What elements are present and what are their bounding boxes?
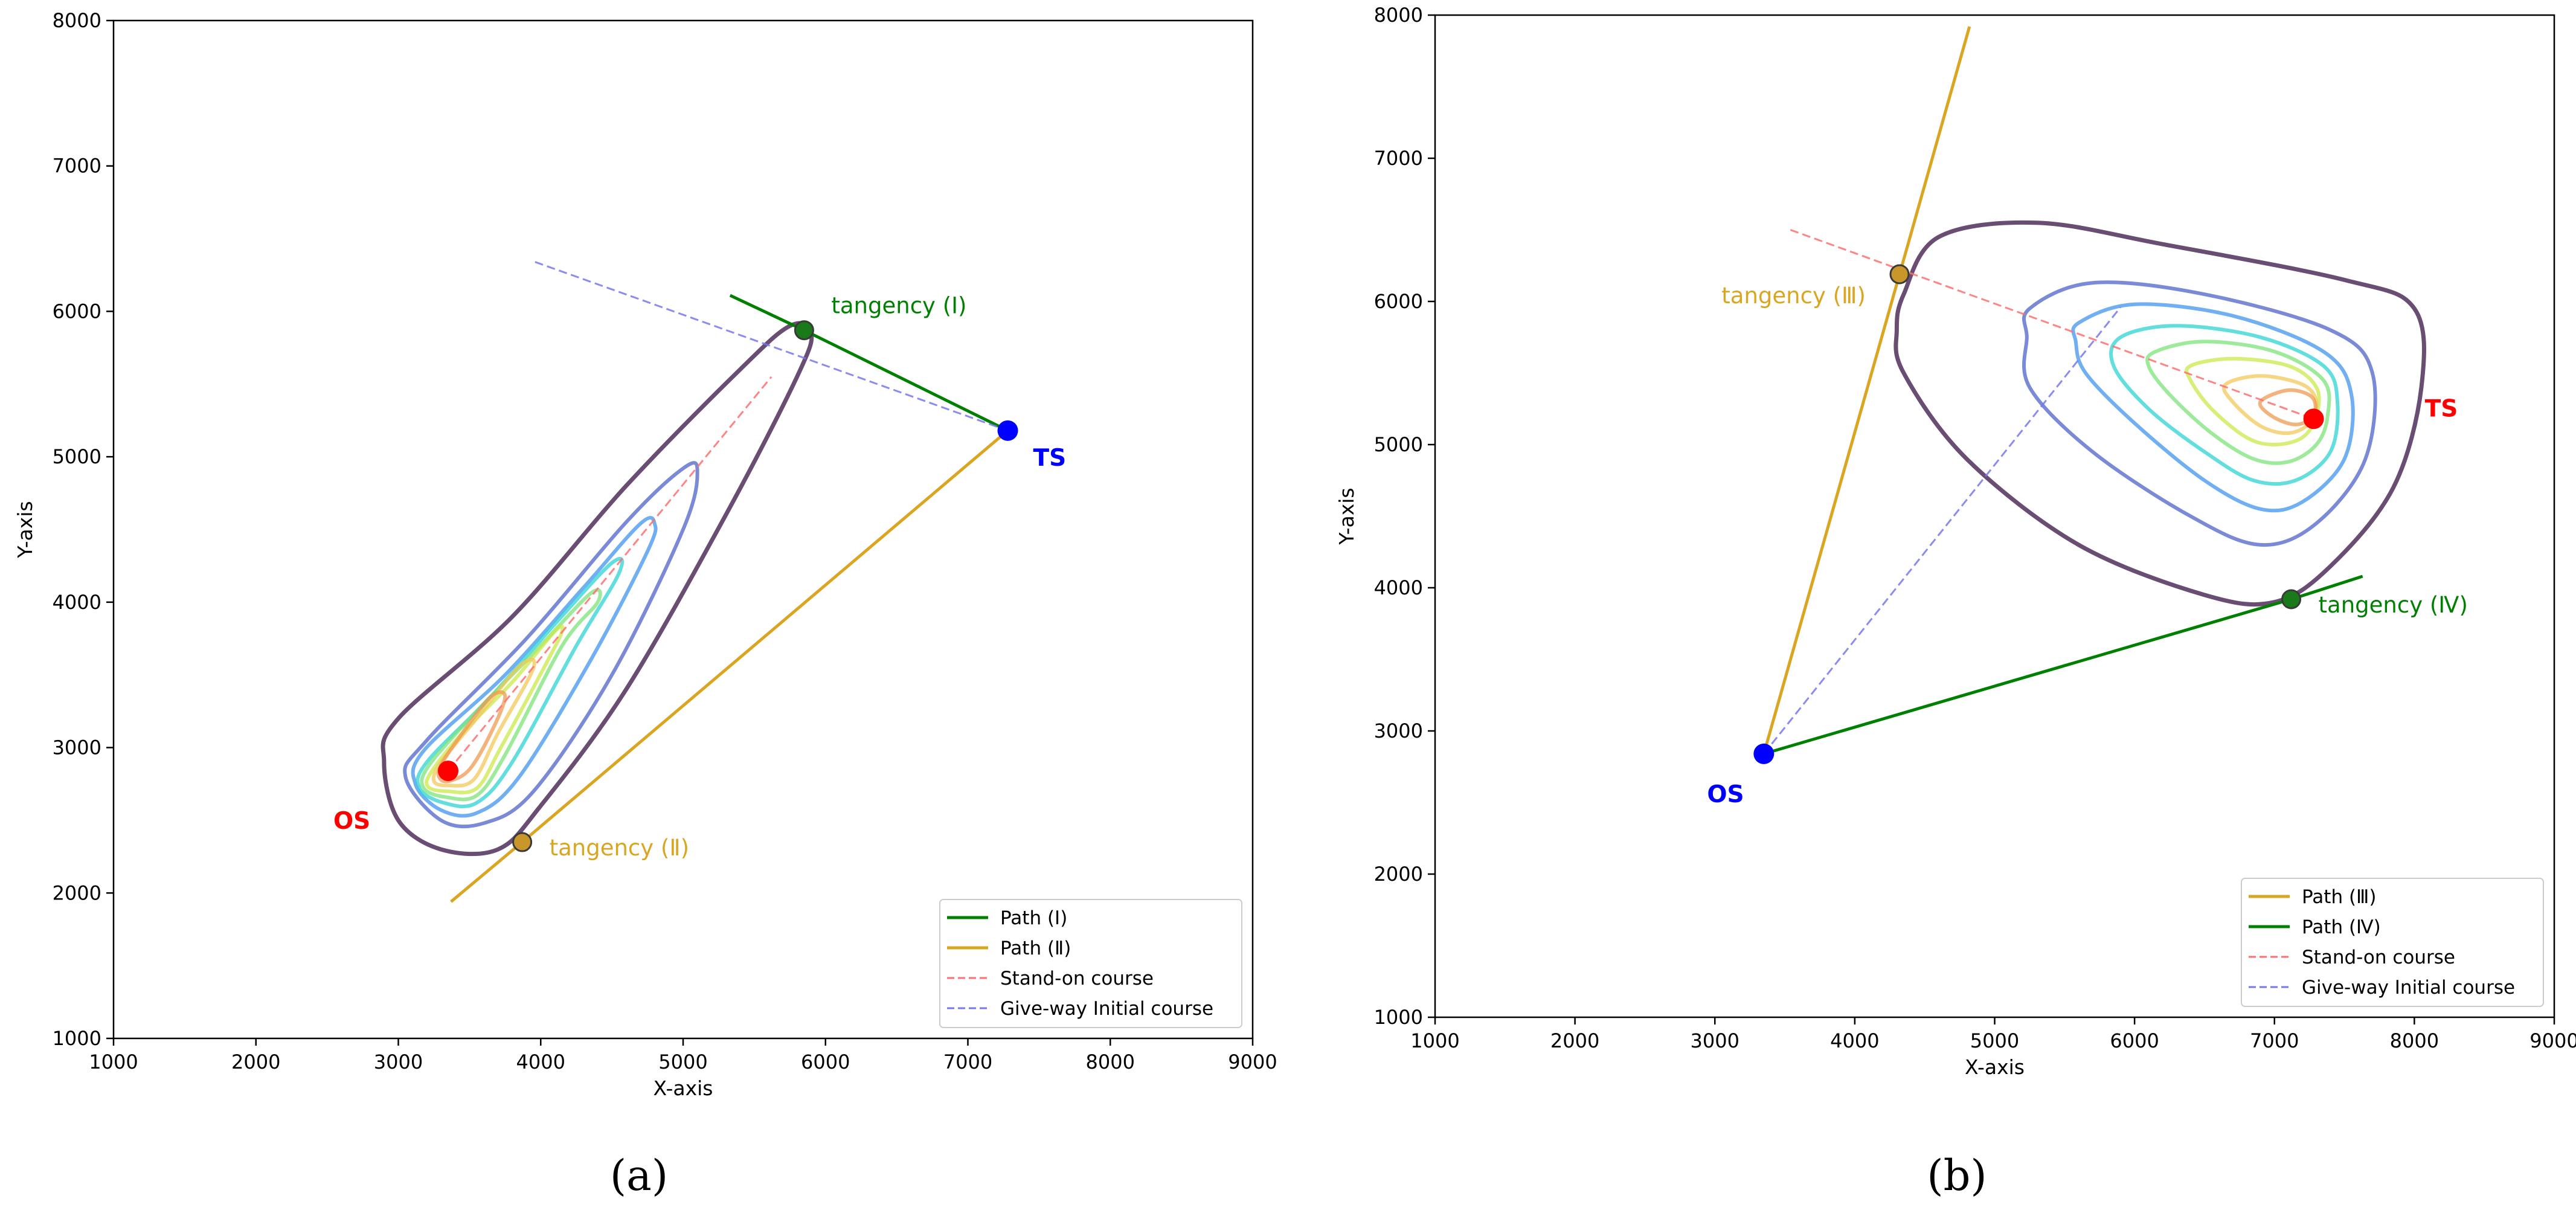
os-label: OS bbox=[1707, 781, 1744, 808]
chart-panel-b: tangency (Ⅲ) tangency (Ⅳ) OS TS 1000 2000 3000… bbox=[1335, 4, 2576, 1200]
y-tick-label: 8000 bbox=[53, 9, 101, 32]
y-tick-label: 2000 bbox=[1374, 863, 1423, 886]
x-tick-label: 9000 bbox=[1228, 1050, 1277, 1073]
x-axis-label: X-axis bbox=[1965, 1055, 2025, 1079]
x-tick-label: 2000 bbox=[231, 1050, 280, 1073]
chart-panel-a: tangency (Ⅰ) tangency (Ⅱ) OS TS 1000 2000 3000… bbox=[13, 9, 1277, 1200]
contour-line bbox=[2109, 324, 2340, 486]
y-tick-label: 3000 bbox=[1374, 719, 1423, 742]
subfigure-label: (b) bbox=[1927, 1151, 1987, 1200]
x-tick-label: 2000 bbox=[1550, 1029, 1599, 1052]
series-line-3 bbox=[1763, 306, 2122, 754]
contour-line bbox=[403, 461, 699, 829]
contour-line bbox=[411, 516, 658, 818]
os-marker bbox=[438, 761, 459, 782]
y-tick-label: 2000 bbox=[53, 881, 101, 904]
contour-line bbox=[425, 624, 565, 795]
legend-entry-1: Path (Ⅳ) bbox=[2302, 916, 2381, 938]
contour-line bbox=[436, 690, 507, 783]
os-label: OS bbox=[333, 808, 370, 835]
contour-line bbox=[2185, 356, 2321, 447]
y-tick-label: 6000 bbox=[53, 300, 101, 323]
y-tick-label: 7000 bbox=[53, 155, 101, 178]
y-axis-label: Y-axis bbox=[13, 501, 37, 558]
x-tick-label: 3000 bbox=[374, 1050, 423, 1073]
tangency-point-1 bbox=[1889, 264, 1910, 285]
y-tick-label: 7000 bbox=[1374, 147, 1423, 170]
x-axis-label: X-axis bbox=[654, 1076, 713, 1100]
y-tick-label: 1000 bbox=[1374, 1006, 1423, 1029]
legend-entry-0: Path (Ⅰ) bbox=[1000, 907, 1067, 929]
x-tick-label: 5000 bbox=[658, 1050, 707, 1073]
y-tick-label: 4000 bbox=[53, 591, 101, 614]
tangency-label-2: tangency (Ⅱ) bbox=[550, 835, 689, 861]
tangency-point-2 bbox=[512, 832, 533, 852]
series-line-2 bbox=[447, 376, 772, 772]
os-marker bbox=[1753, 743, 1775, 764]
contour-line bbox=[416, 556, 625, 809]
contour-line bbox=[420, 588, 602, 802]
legend-entry-2: Stand-on course bbox=[1000, 968, 1154, 989]
y-axis-label: Y-axis bbox=[1335, 487, 1358, 545]
legend-entry-1: Path (Ⅱ) bbox=[1000, 938, 1071, 959]
contour-line bbox=[2145, 339, 2331, 465]
series-line-3 bbox=[535, 261, 1009, 432]
x-tick-label: 5000 bbox=[1970, 1029, 2019, 1052]
legend: Path (Ⅲ) Path (Ⅳ) Stand-on course Give-way … bbox=[2241, 878, 2544, 1007]
x-tick-label: 4000 bbox=[516, 1050, 565, 1073]
legend-entry-0: Path (Ⅲ) bbox=[2302, 886, 2377, 908]
legend-box bbox=[2241, 878, 2544, 1007]
subfigure-label: (a) bbox=[610, 1151, 668, 1200]
legend-entry-3: Give-way Initial course bbox=[1000, 998, 1213, 1020]
x-tick-label: 1000 bbox=[1410, 1029, 1459, 1052]
legend-entry-2: Stand-on course bbox=[2302, 947, 2455, 968]
plot-area bbox=[1762, 26, 2427, 756]
ts-label: TS bbox=[1033, 445, 1067, 472]
y-tick-label: 4000 bbox=[1374, 576, 1423, 599]
y-tick-label: 3000 bbox=[53, 736, 101, 759]
ts-label: TS bbox=[2425, 395, 2458, 422]
contour-line bbox=[2022, 280, 2377, 547]
y-tick-label: 6000 bbox=[1374, 290, 1423, 313]
x-tick-label: 4000 bbox=[1830, 1029, 1879, 1052]
series-line-2 bbox=[1790, 229, 2314, 420]
x-tick-label: 6000 bbox=[2110, 1029, 2159, 1052]
x-tick-label: 9000 bbox=[2529, 1029, 2576, 1052]
legend-entry-3: Give-way Initial course bbox=[2302, 977, 2515, 999]
x-tick-label: 8000 bbox=[1086, 1050, 1135, 1073]
ts-marker bbox=[997, 420, 1018, 441]
y-tick-label: 8000 bbox=[1374, 4, 1423, 27]
tangency-label-2: tangency (Ⅳ) bbox=[2319, 592, 2468, 618]
y-tick-label: 1000 bbox=[53, 1027, 101, 1050]
ts-marker bbox=[2303, 408, 2324, 429]
x-tick-label: 7000 bbox=[2250, 1029, 2299, 1052]
y-tick-label: 5000 bbox=[1374, 433, 1423, 456]
axes-frame bbox=[1434, 14, 2555, 1018]
contour-line bbox=[381, 321, 814, 857]
tangency-point-2 bbox=[2281, 589, 2302, 610]
legend: Path (Ⅰ) Path (Ⅱ) Stand-on course Give-way … bbox=[939, 899, 1242, 1028]
contour-line bbox=[2071, 302, 2355, 513]
legend-box bbox=[939, 899, 1242, 1028]
y-tick-label: 5000 bbox=[53, 445, 101, 468]
contour-line bbox=[431, 657, 536, 788]
x-tick-label: 1000 bbox=[89, 1050, 138, 1073]
contour-line bbox=[1893, 220, 2427, 607]
x-tick-label: 6000 bbox=[801, 1050, 850, 1073]
series-line-0 bbox=[1762, 26, 1971, 754]
x-tick-label: 8000 bbox=[2390, 1029, 2439, 1052]
plot-area bbox=[381, 261, 1009, 903]
tangency-point-1 bbox=[794, 320, 814, 341]
tangency-label-1: tangency (Ⅰ) bbox=[831, 293, 966, 319]
tangency-label-1: tangency (Ⅲ) bbox=[1721, 283, 1866, 309]
x-tick-label: 7000 bbox=[943, 1050, 992, 1073]
x-tick-label: 3000 bbox=[1691, 1029, 1739, 1052]
